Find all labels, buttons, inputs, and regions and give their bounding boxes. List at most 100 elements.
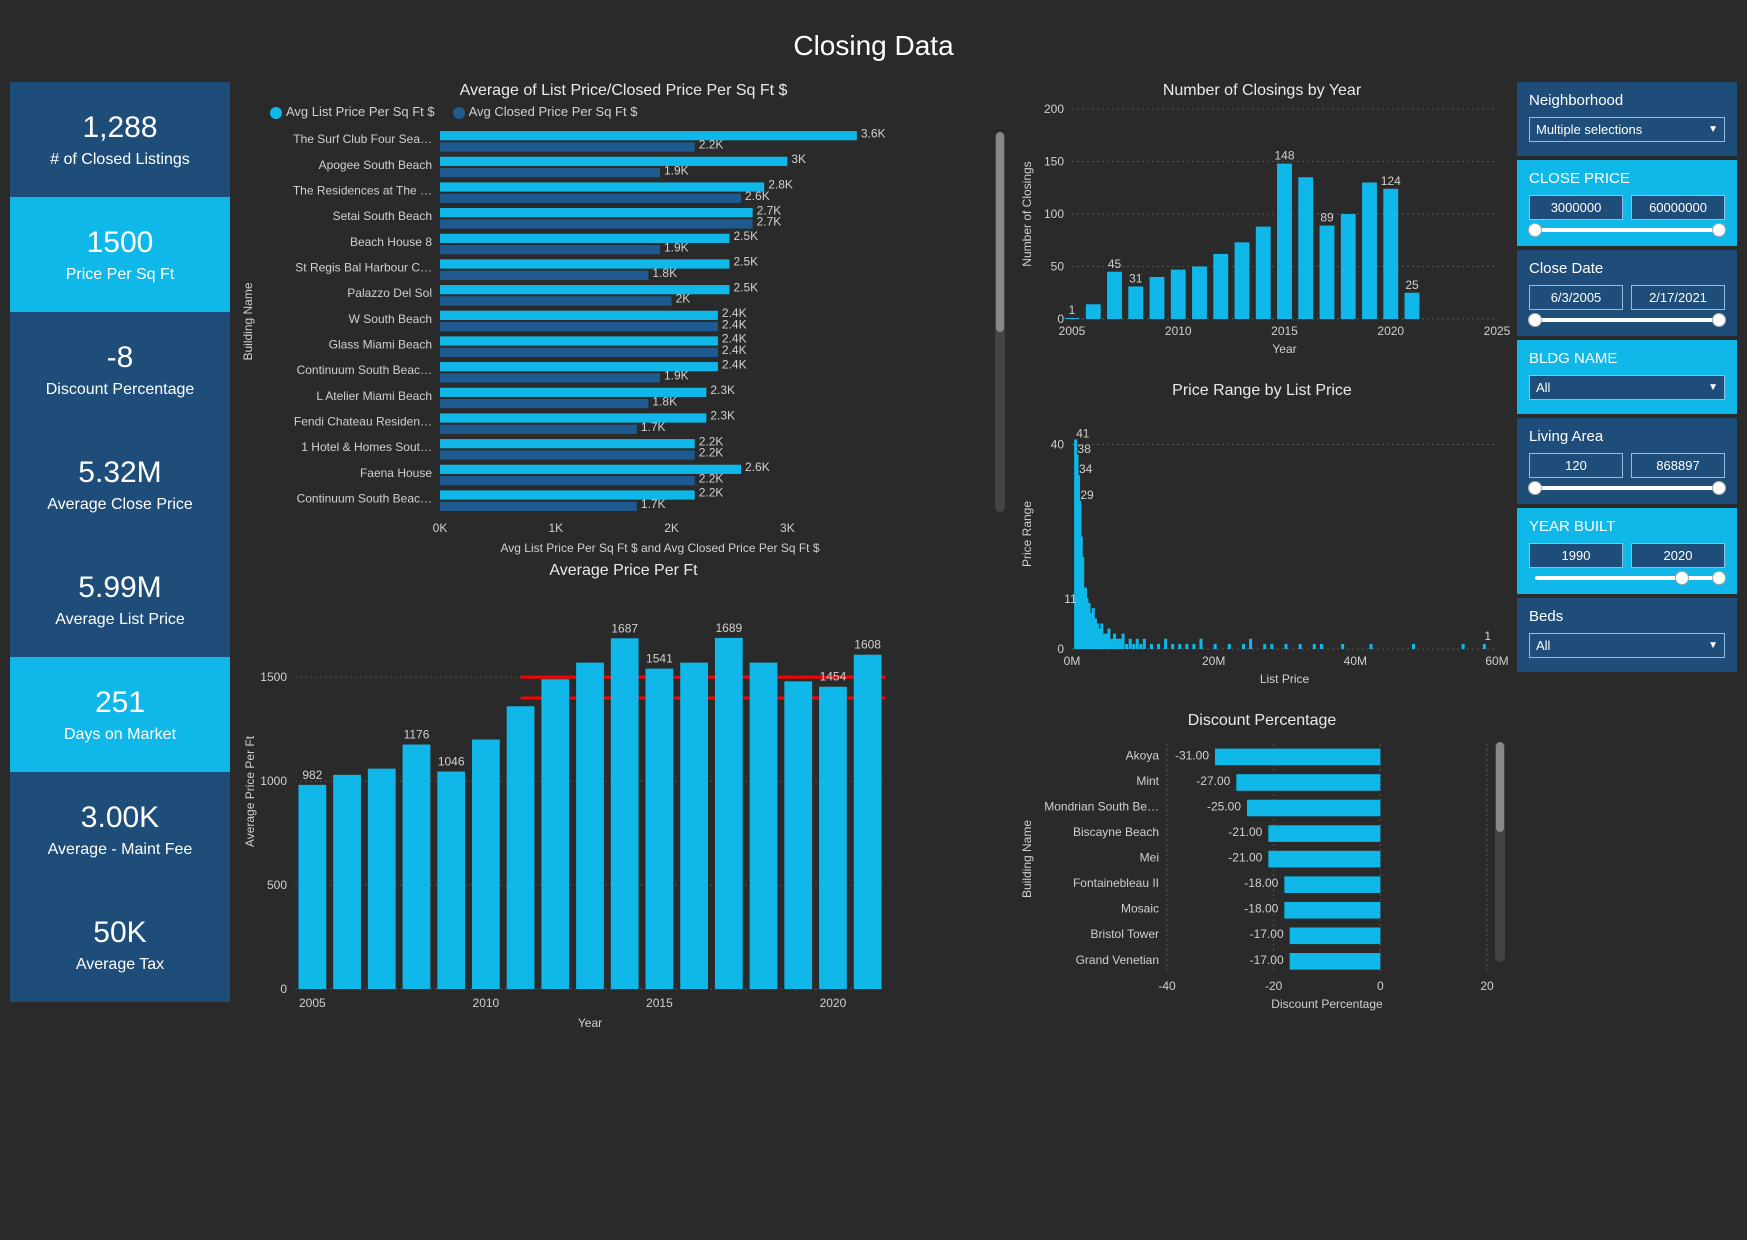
svg-text:2020: 2020 <box>1377 324 1404 338</box>
svg-text:2015: 2015 <box>1271 324 1298 338</box>
svg-text:45: 45 <box>1108 257 1122 271</box>
slicer-track[interactable] <box>1535 228 1719 232</box>
slicer-lo[interactable]: 6/3/2005 <box>1529 285 1623 310</box>
chart-scrollbar[interactable] <box>1495 742 1505 962</box>
svg-text:-21.00: -21.00 <box>1228 825 1262 839</box>
svg-text:-18.00: -18.00 <box>1244 876 1278 890</box>
svg-text:Palazzo Del Sol: Palazzo Del Sol <box>347 286 432 300</box>
svg-text:Mondrian South Be…: Mondrian South Be… <box>1044 799 1159 813</box>
svg-text:3.6K: 3.6K <box>861 126 886 140</box>
slicer: Beds All▼ <box>1517 598 1737 672</box>
svg-text:The Surf Club Four Sea…: The Surf Club Four Sea… <box>293 132 432 146</box>
svg-text:41: 41 <box>1076 426 1090 440</box>
svg-text:3K: 3K <box>791 152 806 166</box>
chart-svg: -40-20020Akoya-31.00Mint-27.00Mondrian S… <box>1017 734 1507 1024</box>
svg-text:The Residences at The …: The Residences at The … <box>293 183 432 197</box>
svg-text:-17.00: -17.00 <box>1250 953 1284 967</box>
kpi-card: -8 Discount Percentage <box>10 312 230 427</box>
slicer-select[interactable]: Multiple selections▼ <box>1529 117 1725 142</box>
slicer-lo[interactable]: 120 <box>1529 453 1623 478</box>
kpi-value: 50K <box>93 916 146 950</box>
slicer-track[interactable] <box>1535 486 1719 490</box>
chart-legend: Avg List Price Per Sq Ft $ Avg Closed Pr… <box>240 104 1007 119</box>
slicer-hi[interactable]: 2020 <box>1631 543 1725 568</box>
svg-text:2015: 2015 <box>646 996 673 1010</box>
svg-text:-17.00: -17.00 <box>1250 927 1284 941</box>
slicer-title: Close Date <box>1529 260 1725 277</box>
kpi-card: 251 Days on Market <box>10 657 230 772</box>
svg-text:1.9K: 1.9K <box>664 369 689 383</box>
kpi-column: 1,288 # of Closed Listings1500 Price Per… <box>10 82 230 1042</box>
svg-text:1608: 1608 <box>854 638 881 652</box>
slicer-knob-lo[interactable] <box>1528 481 1542 495</box>
slicer-title: Living Area <box>1529 428 1725 445</box>
slicer-hi[interactable]: 868897 <box>1631 453 1725 478</box>
kpi-card: 3.00K Average - Maint Fee <box>10 772 230 887</box>
svg-text:Discount Percentage: Discount Percentage <box>1271 997 1383 1011</box>
svg-text:Glass Miami Beach: Glass Miami Beach <box>329 337 432 351</box>
chart-discount: Discount Percentage -40-20020Akoya-31.00… <box>1017 712 1507 1032</box>
svg-text:-25.00: -25.00 <box>1207 799 1241 813</box>
slicer-knob-lo[interactable] <box>1528 223 1542 237</box>
svg-text:1500: 1500 <box>260 670 287 684</box>
kpi-value: -8 <box>107 341 134 375</box>
svg-text:Bristol Tower: Bristol Tower <box>1091 927 1159 941</box>
svg-text:Akoya: Akoya <box>1126 748 1160 762</box>
chevron-down-icon: ▼ <box>1708 124 1718 135</box>
svg-text:-40: -40 <box>1158 979 1176 993</box>
chart-scrollbar[interactable] <box>995 132 1005 512</box>
slicer-title: Beds <box>1529 608 1725 625</box>
svg-text:Continuum South Beac…: Continuum South Beac… <box>297 491 432 505</box>
svg-text:2025: 2025 <box>1484 324 1511 338</box>
slicer-knob-lo[interactable] <box>1675 571 1689 585</box>
kpi-label: Days on Market <box>64 726 176 744</box>
slicer: Close Date 6/3/2005 2/17/2021 <box>1517 250 1737 336</box>
svg-text:2005: 2005 <box>1059 324 1086 338</box>
center-column: Average of List Price/Closed Price Per S… <box>240 82 1007 1042</box>
svg-text:2.6K: 2.6K <box>745 189 770 203</box>
slicer-select[interactable]: All▼ <box>1529 633 1725 658</box>
kpi-card: 50K Average Tax <box>10 887 230 1002</box>
svg-text:-20: -20 <box>1265 979 1283 993</box>
slicer-select[interactable]: All▼ <box>1529 375 1725 400</box>
dashboard-grid: 1,288 # of Closed Listings1500 Price Per… <box>0 82 1747 1042</box>
kpi-card: 5.99M Average List Price <box>10 542 230 657</box>
slicer-track[interactable] <box>1535 576 1719 580</box>
svg-text:29: 29 <box>1080 488 1094 502</box>
slicer-lo[interactable]: 1990 <box>1529 543 1623 568</box>
svg-text:20: 20 <box>1480 979 1494 993</box>
svg-text:2.5K: 2.5K <box>733 255 758 269</box>
svg-text:124: 124 <box>1381 174 1401 188</box>
svg-text:2.5K: 2.5K <box>733 280 758 294</box>
slicer-knob-hi[interactable] <box>1712 313 1726 327</box>
slicer-knob-hi[interactable] <box>1712 571 1726 585</box>
svg-text:Apogee South Beach: Apogee South Beach <box>319 158 432 172</box>
svg-text:500: 500 <box>267 878 287 892</box>
slicer-hi[interactable]: 60000000 <box>1631 195 1725 220</box>
svg-text:1.9K: 1.9K <box>664 240 689 254</box>
svg-text:1000: 1000 <box>260 774 287 788</box>
svg-text:1046: 1046 <box>438 755 465 769</box>
svg-text:60M: 60M <box>1485 654 1508 668</box>
svg-text:St Regis Bal Harbour C…: St Regis Bal Harbour C… <box>295 260 432 274</box>
slicer-lo[interactable]: 3000000 <box>1529 195 1623 220</box>
slicer-knob-lo[interactable] <box>1528 313 1542 327</box>
svg-text:Grand Venetian: Grand Venetian <box>1076 953 1159 967</box>
slicer: Neighborhood Multiple selections▼ <box>1517 82 1737 156</box>
scroll-thumb[interactable] <box>996 132 1004 332</box>
svg-text:150: 150 <box>1044 155 1064 169</box>
svg-text:Fontainebleau II: Fontainebleau II <box>1073 876 1159 890</box>
svg-text:2.4K: 2.4K <box>722 343 747 357</box>
svg-text:2010: 2010 <box>1165 324 1192 338</box>
slicer: BLDG NAME All▼ <box>1517 340 1737 414</box>
slicer-knob-hi[interactable] <box>1712 481 1726 495</box>
svg-text:2.2K: 2.2K <box>699 486 724 500</box>
slicer-hi[interactable]: 2/17/2021 <box>1631 285 1725 310</box>
scroll-thumb[interactable] <box>1496 742 1504 832</box>
slicer: YEAR BUILT 1990 2020 <box>1517 508 1737 594</box>
slicer-knob-hi[interactable] <box>1712 223 1726 237</box>
svg-text:Mei: Mei <box>1140 851 1159 865</box>
slicer-track[interactable] <box>1535 318 1719 322</box>
svg-text:2.4K: 2.4K <box>722 317 747 331</box>
legend-item-list: Avg List Price Per Sq Ft $ <box>286 104 435 119</box>
